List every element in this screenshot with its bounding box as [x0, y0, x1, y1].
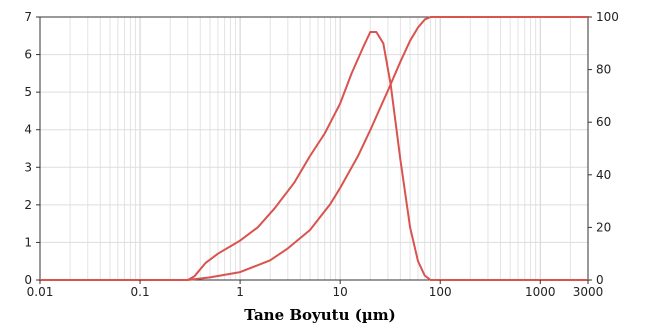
y-axis-ticks-right: 0 20 40 60 80 100 — [588, 10, 619, 287]
y-tick-label: 0 — [24, 273, 32, 287]
y2-tick-label: 80 — [596, 63, 611, 77]
y2-tick-label: 0 — [596, 273, 604, 287]
x-tick-label: 1 — [236, 285, 244, 299]
cumulative-series-line — [39, 16, 589, 281]
y-tick-label: 4 — [24, 123, 32, 137]
x-tick-label: 3000 — [573, 285, 604, 299]
y2-tick-label: 20 — [596, 220, 611, 234]
y-tick-label: 6 — [24, 48, 32, 62]
x-axis-label: Tane Boyutu (µm) — [244, 306, 396, 324]
x-axis-ticks: 0.01 0.1 1 10 100 1000 3000 — [27, 280, 604, 299]
y2-tick-label: 60 — [596, 115, 611, 129]
x-tick-label: 0.01 — [27, 285, 54, 299]
y2-tick-label: 40 — [596, 168, 611, 182]
y-tick-label: 3 — [24, 160, 32, 174]
x-tick-label: 100 — [429, 285, 452, 299]
series-layer — [39, 16, 589, 281]
x-tick-label: 1000 — [525, 285, 556, 299]
x-tick-label: 10 — [333, 285, 348, 299]
x-tick-label: 0.1 — [131, 285, 150, 299]
y-tick-label: 2 — [24, 198, 32, 212]
y2-tick-label: 100 — [596, 10, 619, 24]
y-tick-label: 5 — [24, 85, 32, 99]
y-tick-label: 1 — [24, 235, 32, 249]
y-axis-ticks-left: 0 1 2 3 4 5 6 7 — [24, 10, 40, 287]
y-tick-label: 7 — [24, 10, 32, 24]
grid — [39, 17, 589, 280]
frequency-series-line — [39, 31, 589, 281]
plot-frame — [39, 16, 589, 281]
